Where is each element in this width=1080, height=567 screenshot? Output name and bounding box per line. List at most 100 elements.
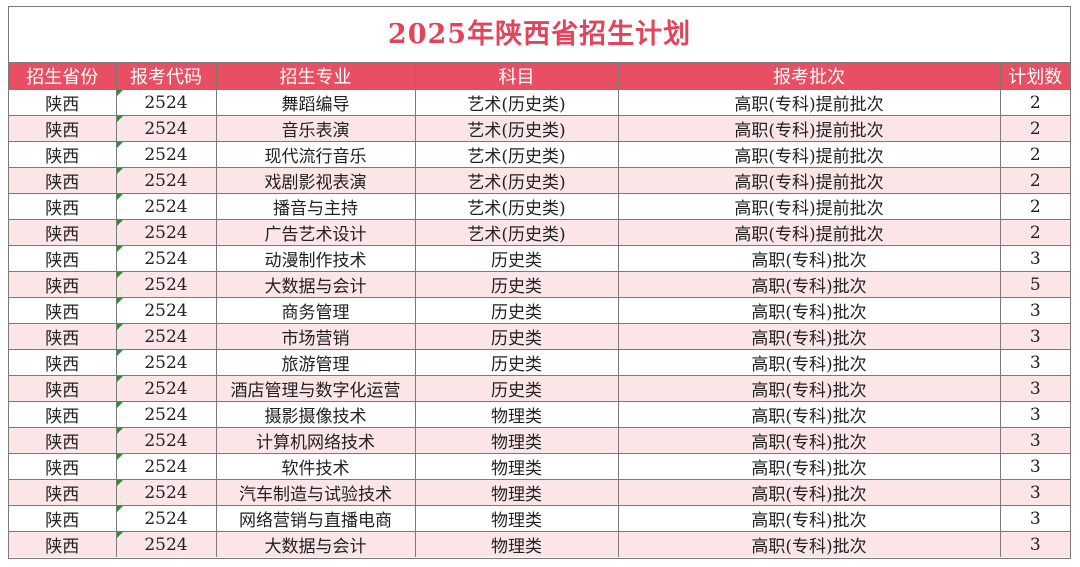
- cell-subject[interactable]: 历史类: [414, 349, 619, 376]
- cell-quota[interactable]: 2: [999, 141, 1070, 168]
- cell-quota[interactable]: 2: [999, 115, 1070, 142]
- cell-batch[interactable]: 高职(专科)提前批次: [617, 141, 1001, 168]
- cell-major[interactable]: 网络营销与直播电商: [215, 505, 416, 532]
- cell-code[interactable]: 2524: [115, 323, 217, 350]
- cell-quota[interactable]: 3: [999, 375, 1070, 402]
- cell-quota[interactable]: 5: [999, 271, 1070, 298]
- cell-code[interactable]: 2524: [115, 505, 217, 532]
- cell-province[interactable]: 陕西: [9, 271, 117, 298]
- cell-major[interactable]: 计算机网络技术: [215, 427, 416, 454]
- cell-code[interactable]: 2524: [115, 453, 217, 480]
- cell-major[interactable]: 动漫制作技术: [215, 245, 416, 272]
- cell-quota[interactable]: 3: [999, 297, 1070, 324]
- cell-major[interactable]: 大数据与会计: [215, 271, 416, 298]
- cell-province[interactable]: 陕西: [9, 479, 117, 506]
- cell-batch[interactable]: 高职(专科)批次: [617, 375, 1001, 402]
- cell-province[interactable]: 陕西: [9, 115, 117, 142]
- cell-subject[interactable]: 物理类: [414, 427, 619, 454]
- cell-province[interactable]: 陕西: [9, 245, 117, 272]
- cell-code[interactable]: 2524: [115, 401, 217, 428]
- cell-batch[interactable]: 高职(专科)批次: [617, 323, 1001, 350]
- cell-code[interactable]: 2524: [115, 193, 217, 220]
- cell-province[interactable]: 陕西: [9, 375, 117, 402]
- cell-code[interactable]: 2524: [115, 375, 217, 402]
- cell-province[interactable]: 陕西: [9, 427, 117, 454]
- cell-province[interactable]: 陕西: [9, 323, 117, 350]
- cell-batch[interactable]: 高职(专科)批次: [617, 271, 1001, 298]
- cell-major[interactable]: 软件技术: [215, 453, 416, 480]
- cell-batch[interactable]: 高职(专科)提前批次: [617, 167, 1001, 194]
- cell-code[interactable]: 2524: [115, 167, 217, 194]
- cell-major[interactable]: 汽车制造与试验技术: [215, 479, 416, 506]
- cell-batch[interactable]: 高职(专科)批次: [617, 453, 1001, 480]
- cell-quota[interactable]: 3: [999, 245, 1070, 272]
- cell-subject[interactable]: 艺术(历史类): [414, 141, 619, 168]
- cell-subject[interactable]: 历史类: [414, 245, 619, 272]
- cell-code[interactable]: 2524: [115, 427, 217, 454]
- cell-batch[interactable]: 高职(专科)批次: [617, 427, 1001, 454]
- cell-code[interactable]: 2524: [115, 479, 217, 506]
- cell-subject[interactable]: 物理类: [414, 505, 619, 532]
- cell-quota[interactable]: 3: [999, 505, 1070, 532]
- cell-major[interactable]: 现代流行音乐: [215, 141, 416, 168]
- cell-subject[interactable]: 艺术(历史类): [414, 167, 619, 194]
- cell-code[interactable]: 2524: [115, 271, 217, 298]
- cell-code[interactable]: 2524: [115, 89, 217, 116]
- cell-province[interactable]: 陕西: [9, 167, 117, 194]
- cell-subject[interactable]: 物理类: [414, 401, 619, 428]
- cell-subject[interactable]: 物理类: [414, 453, 619, 480]
- cell-code[interactable]: 2524: [115, 245, 217, 272]
- cell-major[interactable]: 广告艺术设计: [215, 219, 416, 246]
- cell-batch[interactable]: 高职(专科)批次: [617, 401, 1001, 428]
- cell-batch[interactable]: 高职(专科)批次: [617, 349, 1001, 376]
- cell-quota[interactable]: 2: [999, 193, 1070, 220]
- cell-batch[interactable]: 高职(专科)批次: [617, 479, 1001, 506]
- cell-quota[interactable]: 3: [999, 531, 1070, 557]
- cell-code[interactable]: 2524: [115, 115, 217, 142]
- cell-quota[interactable]: 3: [999, 349, 1070, 376]
- cell-batch[interactable]: 高职(专科)批次: [617, 531, 1001, 557]
- cell-batch[interactable]: 高职(专科)批次: [617, 245, 1001, 272]
- cell-major[interactable]: 酒店管理与数字化运营: [215, 375, 416, 402]
- cell-province[interactable]: 陕西: [9, 505, 117, 532]
- cell-quota[interactable]: 3: [999, 323, 1070, 350]
- cell-quota[interactable]: 2: [999, 167, 1070, 194]
- cell-major[interactable]: 摄影摄像技术: [215, 401, 416, 428]
- cell-code[interactable]: 2524: [115, 219, 217, 246]
- cell-province[interactable]: 陕西: [9, 401, 117, 428]
- cell-subject[interactable]: 物理类: [414, 531, 619, 557]
- cell-subject[interactable]: 历史类: [414, 375, 619, 402]
- cell-major[interactable]: 播音与主持: [215, 193, 416, 220]
- cell-batch[interactable]: 高职(专科)提前批次: [617, 219, 1001, 246]
- cell-subject[interactable]: 艺术(历史类): [414, 115, 619, 142]
- cell-major[interactable]: 市场营销: [215, 323, 416, 350]
- cell-major[interactable]: 音乐表演: [215, 115, 416, 142]
- cell-batch[interactable]: 高职(专科)提前批次: [617, 89, 1001, 116]
- cell-code[interactable]: 2524: [115, 531, 217, 557]
- cell-batch[interactable]: 高职(专科)批次: [617, 505, 1001, 532]
- cell-batch[interactable]: 高职(专科)批次: [617, 297, 1001, 324]
- cell-quota[interactable]: 3: [999, 453, 1070, 480]
- cell-quota[interactable]: 3: [999, 401, 1070, 428]
- cell-province[interactable]: 陕西: [9, 89, 117, 116]
- cell-subject[interactable]: 历史类: [414, 271, 619, 298]
- cell-subject[interactable]: 历史类: [414, 297, 619, 324]
- cell-quota[interactable]: 2: [999, 89, 1070, 116]
- cell-batch[interactable]: 高职(专科)提前批次: [617, 115, 1001, 142]
- cell-subject[interactable]: 物理类: [414, 479, 619, 506]
- cell-quota[interactable]: 2: [999, 219, 1070, 246]
- cell-major[interactable]: 舞蹈编导: [215, 89, 416, 116]
- cell-subject[interactable]: 历史类: [414, 323, 619, 350]
- cell-major[interactable]: 大数据与会计: [215, 531, 416, 557]
- cell-code[interactable]: 2524: [115, 349, 217, 376]
- cell-quota[interactable]: 3: [999, 479, 1070, 506]
- cell-subject[interactable]: 艺术(历史类): [414, 219, 619, 246]
- cell-major[interactable]: 旅游管理: [215, 349, 416, 376]
- cell-subject[interactable]: 艺术(历史类): [414, 193, 619, 220]
- cell-major[interactable]: 戏剧影视表演: [215, 167, 416, 194]
- cell-province[interactable]: 陕西: [9, 453, 117, 480]
- cell-code[interactable]: 2524: [115, 297, 217, 324]
- cell-major[interactable]: 商务管理: [215, 297, 416, 324]
- cell-province[interactable]: 陕西: [9, 349, 117, 376]
- cell-province[interactable]: 陕西: [9, 193, 117, 220]
